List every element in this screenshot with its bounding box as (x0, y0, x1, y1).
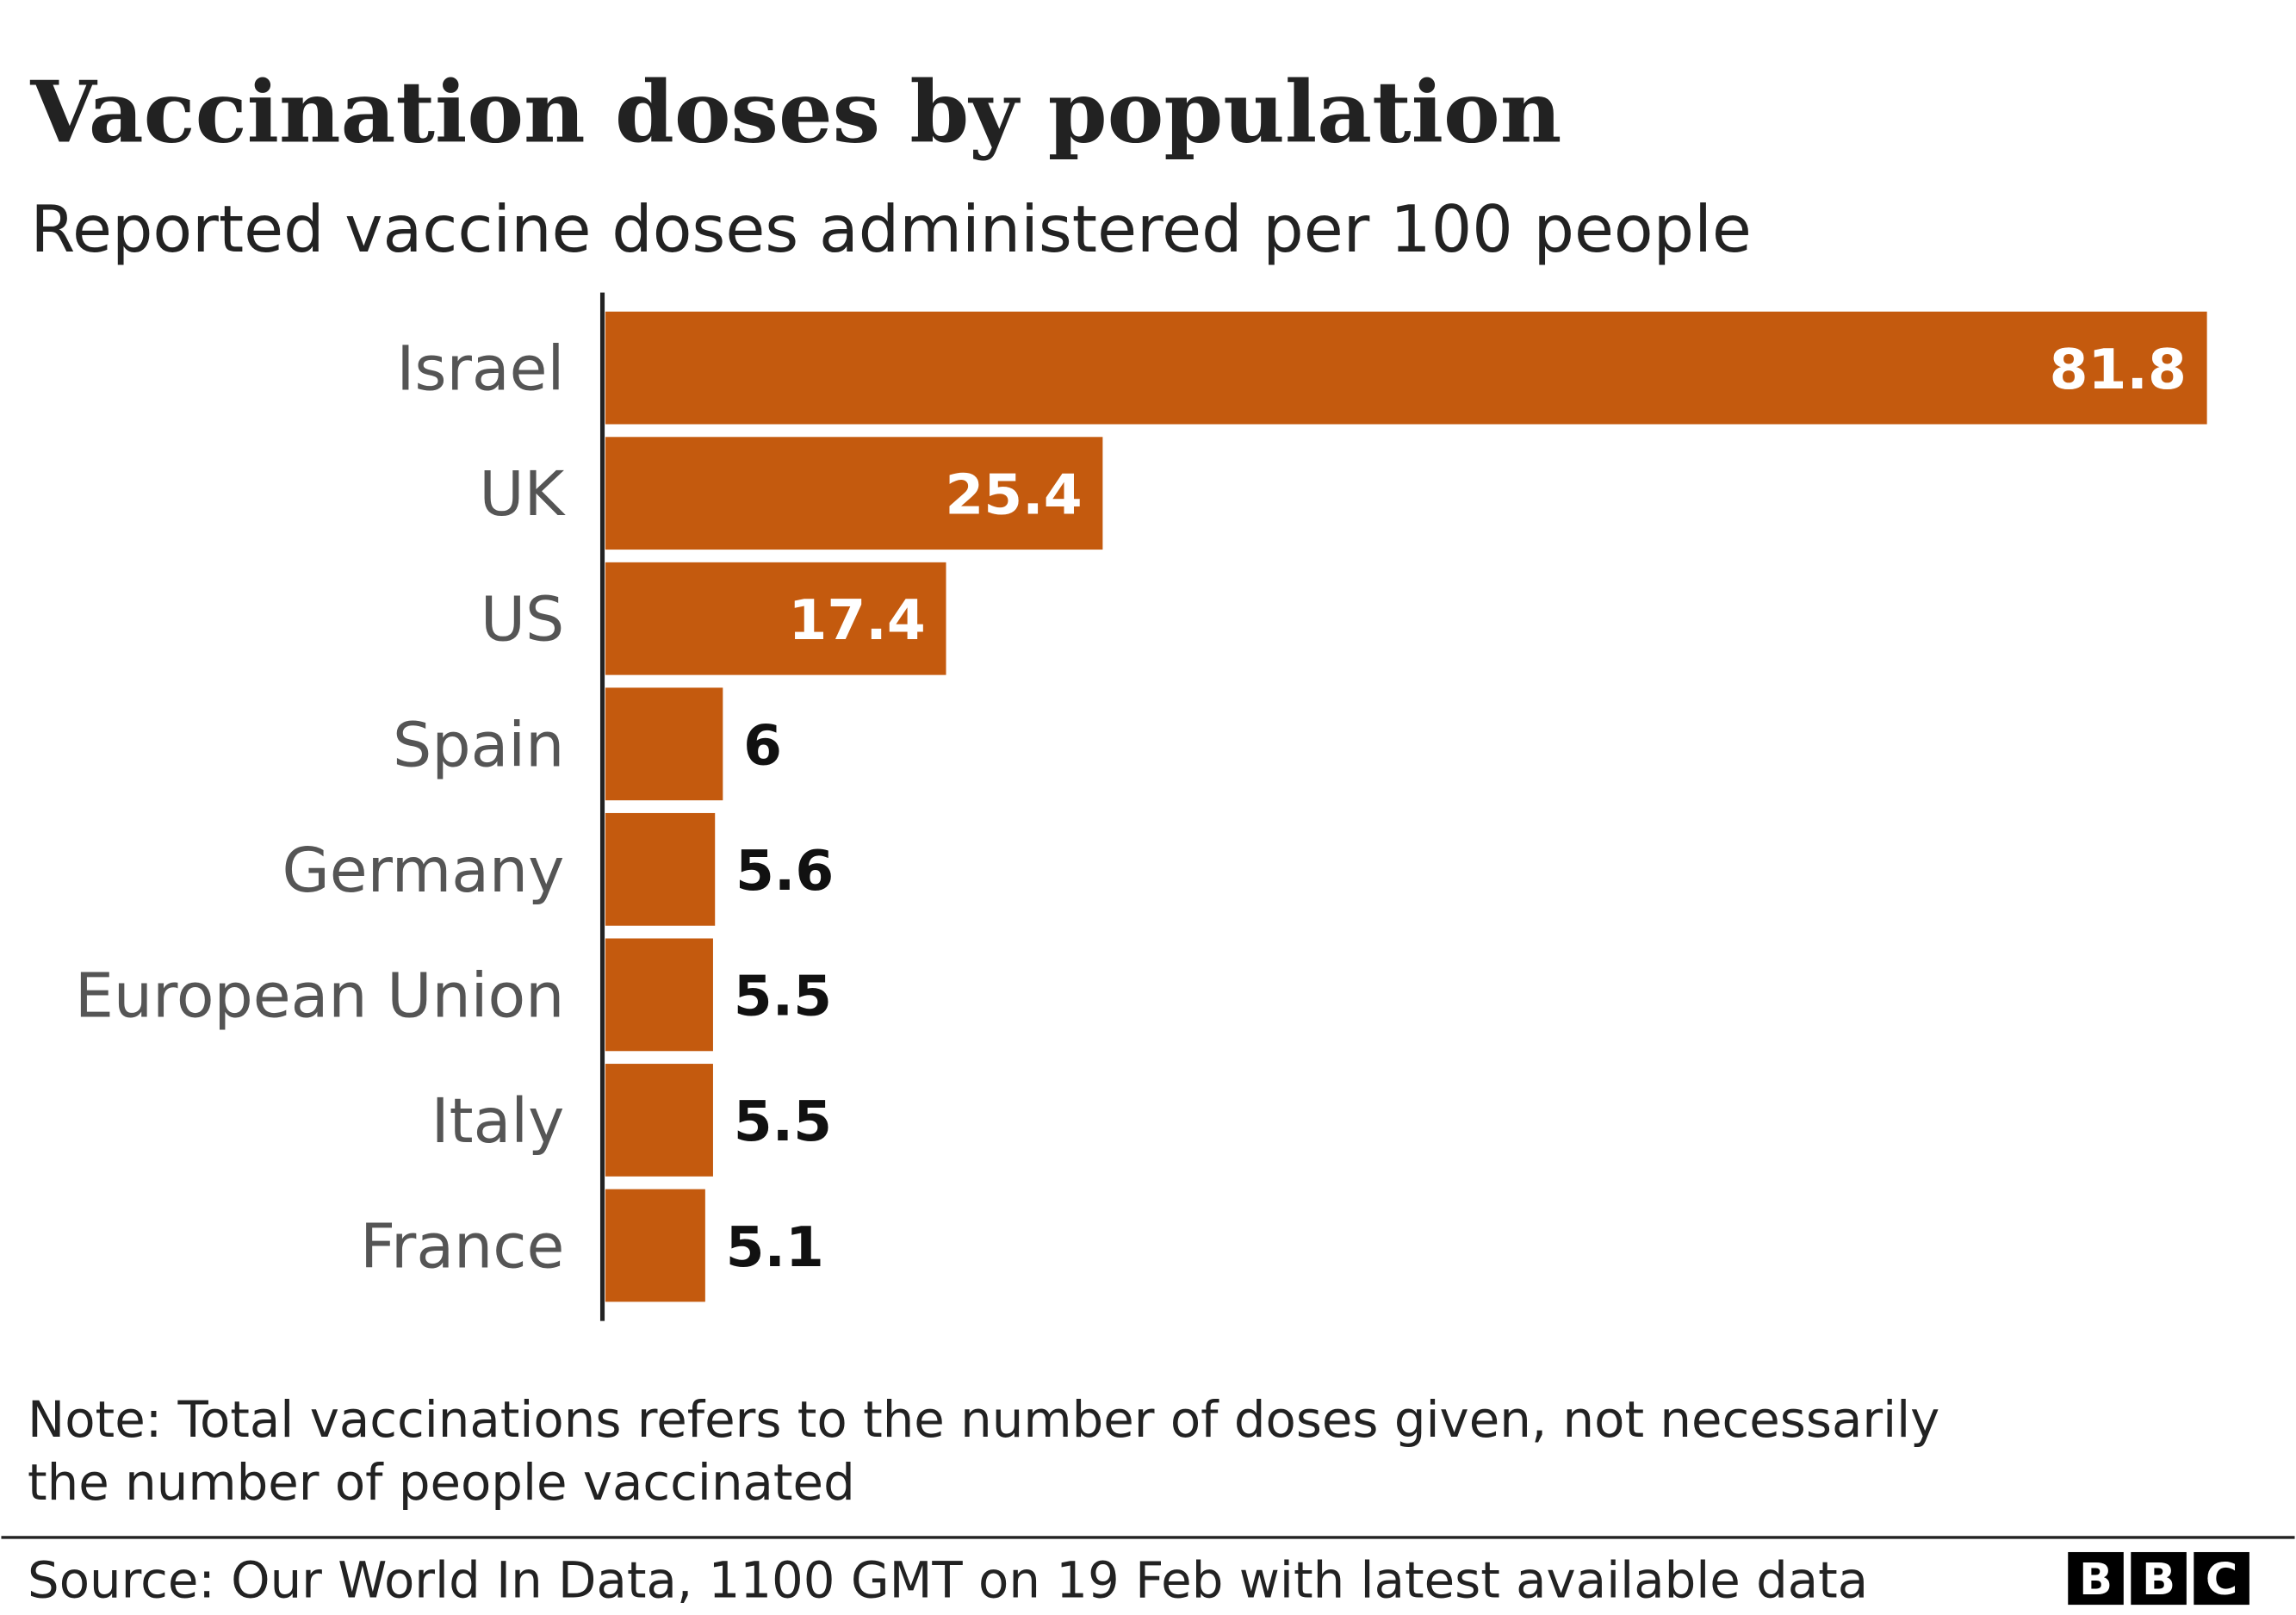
value-label: 5.5 (734, 1090, 832, 1154)
source: Source: Our World In Data, 1100 GMT on 1… (28, 1551, 1868, 1610)
chart-title: Vaccination doses by population (29, 64, 1561, 163)
y-tick-label: UK (479, 458, 566, 530)
y-tick-label: Germany (282, 835, 565, 906)
value-label: 5.5 (734, 965, 832, 1029)
logo-letter: C (2206, 1555, 2237, 1606)
y-tick-label: European Union (75, 960, 565, 1031)
note: Note: Total vaccinations refers to the n… (28, 1390, 1939, 1449)
chart-subtitle: Reported vaccine doses administered per … (30, 192, 1751, 267)
value-label: 6 (743, 714, 782, 779)
value-label: 17.4 (789, 588, 926, 653)
y-tick-label: France (360, 1210, 564, 1282)
logo-box (2068, 1551, 2124, 1606)
logo-letter: B (2079, 1555, 2113, 1606)
y-tick-label: Spain (393, 709, 564, 780)
value-label: 5.6 (735, 839, 834, 904)
logo-box (2131, 1551, 2187, 1606)
logo-letter: B (2142, 1555, 2175, 1606)
bar (605, 437, 1103, 550)
logo-box (2194, 1551, 2249, 1606)
bar (605, 562, 946, 675)
y-tick-label: Italy (431, 1085, 565, 1157)
value-label: 25.4 (945, 463, 1082, 527)
bar (605, 311, 2207, 425)
y-tick-label: Israel (396, 333, 564, 405)
bar (605, 938, 713, 1052)
note: the number of people vaccinated (28, 1453, 855, 1512)
y-tick-label: US (481, 584, 564, 655)
value-label: 81.8 (2050, 338, 2187, 402)
bar (605, 1064, 713, 1177)
bar (605, 687, 723, 801)
bar (605, 1189, 705, 1302)
bar (605, 812, 716, 926)
value-label: 5.1 (726, 1215, 824, 1280)
